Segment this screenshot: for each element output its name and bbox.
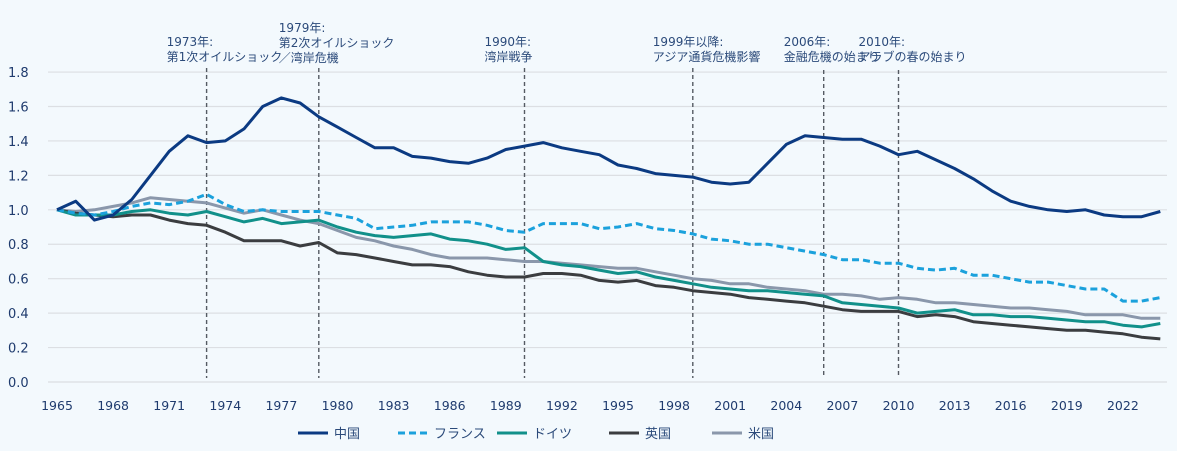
x-tick-label: 1977 (265, 398, 297, 413)
series-lines (56, 96, 1161, 341)
event-annotation-label: 1973年: (167, 35, 214, 49)
event-annotation-label: 第2次オイルショック (279, 36, 395, 50)
y-tick-label: 1.6 (8, 100, 29, 115)
legend: 中国 フランス ドイツ 英国 米国 (298, 427, 774, 442)
x-tick-label: 2022 (1107, 398, 1139, 413)
y-tick-label: 0.2 (8, 342, 29, 357)
event-annotation-label: アジア通貨危機影響 (653, 49, 761, 64)
series-line-4 (56, 196, 1161, 320)
event-markers: 1973年:第1次オイルショック 1979年:第2次オイルショック／湾岸危機 199… (167, 21, 967, 378)
y-tick-label: 1.4 (8, 135, 29, 150)
y-tick-label: 1.2 (8, 169, 29, 184)
event-annotation-label: 湾岸戦争 (485, 49, 533, 64)
x-tick-label: 1998 (658, 398, 690, 413)
series-line-2 (56, 208, 1161, 329)
x-tick-label: 2019 (1051, 398, 1083, 413)
x-tick-label: 1986 (434, 398, 466, 413)
y-tick-label: 0.4 (8, 307, 29, 322)
x-tick-label: 1980 (322, 398, 354, 413)
x-tick-label: 1971 (153, 398, 185, 413)
series-line-3 (56, 208, 1161, 341)
event-annotation-label: アラブの春の始まり (859, 49, 967, 64)
event-annotation-label: 2010年: (859, 35, 906, 49)
x-axis: 1965 1968 1971 1974 1977 1980 1983 1986 1989 1992… (41, 398, 1139, 413)
x-tick-label: 2016 (995, 398, 1027, 413)
y-tick-label: 1.0 (8, 204, 29, 219)
x-tick-label: 1965 (41, 398, 73, 413)
x-tick-label: 1968 (97, 398, 129, 413)
event-annotation-label: 1999年以降: (653, 35, 724, 49)
x-tick-label: 1989 (490, 398, 522, 413)
x-tick-label: 1974 (209, 398, 241, 413)
event-annotation-label: ／湾岸危機 (279, 50, 339, 65)
event-annotation-label: 1979年: (279, 21, 326, 35)
series-line-0 (56, 96, 1161, 222)
event-annotation-label: 金融危機の始まり (784, 49, 880, 64)
x-tick-label: 2013 (939, 398, 971, 413)
event-annotation-label: 第1次オイルショック (167, 50, 283, 64)
x-tick-label: 2010 (883, 398, 915, 413)
series-line-1 (56, 192, 1161, 303)
x-tick-label: 1983 (378, 398, 410, 413)
event-annotation-label: 2006年: (784, 35, 831, 49)
legend-label: フランス (434, 427, 486, 442)
event-annotation-label: 1990年: (485, 35, 532, 49)
x-tick-label: 2007 (826, 398, 858, 413)
y-tick-label: 0.6 (8, 273, 29, 288)
legend-label: ドイツ (533, 427, 572, 442)
legend-label: 中国 (334, 427, 360, 442)
y-axis: 0.0 0.2 0.4 0.6 0.8 1.0 1.2 1.4 1.6 1.8 (8, 66, 29, 391)
x-tick-label: 2001 (714, 398, 746, 413)
y-tick-label: 1.8 (8, 66, 29, 81)
y-tick-label: 0.0 (8, 376, 29, 391)
x-tick-label: 2004 (770, 398, 802, 413)
legend-label: 米国 (748, 427, 774, 442)
y-tick-label: 0.8 (8, 238, 29, 253)
x-tick-label: 1992 (546, 398, 578, 413)
x-tick-label: 1995 (602, 398, 634, 413)
legend-label: 英国 (645, 427, 671, 442)
